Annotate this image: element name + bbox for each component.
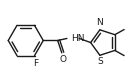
Text: S: S [97, 57, 103, 66]
Text: HN: HN [71, 34, 85, 43]
Text: F: F [33, 59, 38, 68]
Text: N: N [96, 18, 103, 27]
Text: O: O [59, 55, 66, 64]
